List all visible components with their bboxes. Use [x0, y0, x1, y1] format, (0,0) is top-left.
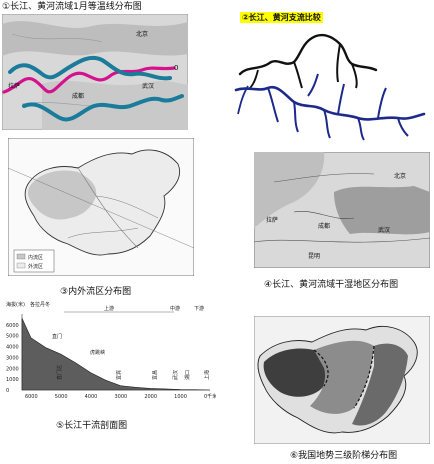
label-kunming4: 昆明: [308, 253, 320, 260]
place-hutiao: 虎跳峡: [90, 349, 105, 356]
yangtze-profile-svg: 6000 5000 4000 3000 2000 1000 0 6000 5000 4000 300…: [6, 301, 217, 400]
profile-area: [21, 318, 211, 391]
label-beijing: 北京: [136, 30, 148, 38]
peak-label: 各拉丹冬: [30, 301, 50, 308]
panel6-caption: ⑥我国地势三级阶梯分布图: [290, 451, 398, 461]
wetdry-map-svg: 拉萨 成都 武汉 北京 昆明: [253, 151, 431, 269]
y-tick-label: 5000: [6, 334, 19, 340]
isotherm-map-svg: 北京 0 拉萨 成都 武汉: [1, 13, 189, 131]
y-tick-label: 4000: [6, 345, 19, 351]
first-step: [263, 348, 329, 397]
x-tick-label: 0千米: [204, 393, 216, 400]
panel5-caption: ⑤长江干流剖面图: [56, 421, 128, 431]
panel3-caption: ③内外流区分布图: [60, 287, 132, 297]
drainage-map: 内流区 外流区: [7, 137, 195, 277]
tributary-map-svg: [234, 33, 426, 141]
label-wuhan: 武汉: [142, 82, 154, 90]
place-label: 宜宾: [115, 370, 122, 380]
yellow-river-line: [8, 55, 172, 81]
terrain-map-svg: [253, 315, 431, 445]
y-tick-label: 1000: [6, 377, 19, 383]
label-chengdu4: 成都: [318, 222, 330, 230]
third-step: [352, 343, 408, 426]
y-tick-label: 0: [6, 388, 9, 394]
label-wuhan4: 武汉: [378, 226, 390, 234]
tributary-map: [228, 26, 428, 144]
legend-outland: 外流区: [28, 263, 43, 270]
isotherm-map: 北京 0 拉萨 成都 武汉: [1, 13, 189, 131]
y-tick-label: 2000: [6, 366, 19, 372]
yangtze-river-line: [22, 94, 184, 122]
label-zero: 0: [174, 64, 178, 72]
place-label: 湖口: [184, 370, 191, 380]
place-label: 上海: [204, 370, 211, 380]
yellow-river-main: [238, 33, 378, 76]
label-beijing4: 北京: [394, 172, 406, 180]
second-step: [310, 340, 374, 414]
yangtze-profile: 6000 5000 4000 3000 2000 1000 0 6000 5000 4000 300…: [4, 298, 217, 406]
label-lhasa: 拉萨: [8, 82, 20, 90]
label-lhasa4: 拉萨: [266, 216, 278, 224]
panel2-title: ②长江、黄河支流比较: [240, 12, 323, 23]
x-tick-label: 1000: [174, 394, 187, 400]
section-upper: 上游: [104, 305, 114, 312]
x-tick-label: 5000: [55, 394, 68, 400]
wetdry-map: 拉萨 成都 武汉 北京 昆明: [253, 151, 431, 269]
y-tick-label: 3000: [6, 355, 19, 361]
label-chengdu: 成都: [72, 92, 84, 100]
yangtze-main: [234, 85, 426, 121]
x-tick-label: 3000: [114, 394, 127, 400]
inland-area: [28, 170, 97, 220]
place-label: 宜昌: [151, 370, 158, 380]
isotherm-line: [2, 66, 176, 94]
section-middle: 中游: [170, 305, 180, 312]
y-unit-label: 海拔(米): [6, 301, 25, 308]
panel1-caption: ①长江、黄河流域1月等温线分布图: [2, 2, 142, 12]
x-tick-label: 6000: [25, 394, 38, 400]
x-tick-label: 2000: [144, 394, 157, 400]
drainage-map-svg: 内流区 外流区: [7, 137, 195, 277]
place-label: 武汉: [172, 370, 179, 380]
place-label: 直门达: [56, 365, 63, 380]
legend-inland: 内流区: [28, 254, 43, 261]
panel4-caption: ④长江、黄河流域干湿地区分布图: [264, 280, 399, 290]
terrain-map: [253, 315, 431, 445]
y-tick-label: 6000: [6, 323, 19, 329]
section-lower: 下游: [194, 305, 204, 312]
place-zhimen: 直门: [52, 333, 62, 340]
x-tick-label: 4000: [85, 394, 98, 400]
